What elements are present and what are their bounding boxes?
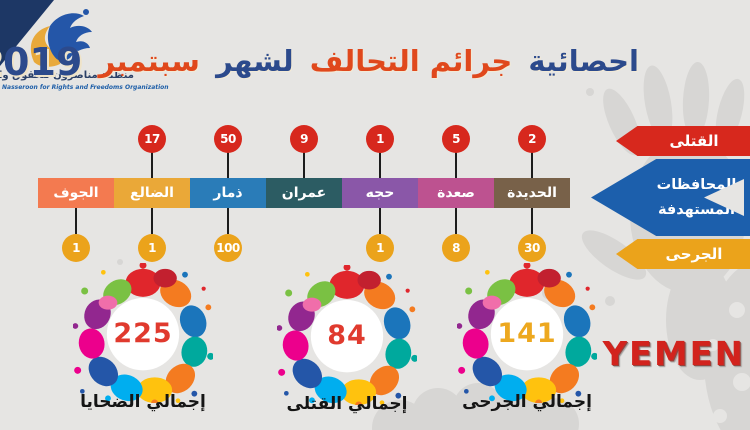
- bar-segment-amran: عمران: [266, 178, 342, 208]
- bar-segment-hajjah: حجه: [342, 178, 418, 208]
- total-wounded-splash: 141: [456, 261, 599, 407]
- bar-segment-saada: صعدة: [418, 178, 494, 208]
- stem-wounded-hajjah: [379, 208, 381, 234]
- total-killed-value: 84: [327, 319, 367, 351]
- killed-count-hajjah: 1: [366, 125, 394, 153]
- stem-wounded-dhamar: [227, 208, 229, 234]
- bar-segment-hodeidah: الحديدة: [494, 178, 570, 208]
- organization-logo-icon: [0, 0, 92, 67]
- stem-killed-hodeidah: [531, 152, 533, 178]
- killed-count-hodeidah: 2: [518, 125, 546, 153]
- title-word-statistic: احصائية: [528, 44, 639, 78]
- total-wounded-label: إجمالي الجرحى: [462, 392, 592, 412]
- bar-segment-aldhale: الضالع: [114, 178, 190, 208]
- wounded-count-hodeidah: 30: [518, 234, 546, 262]
- stem-killed-amran: [303, 152, 305, 178]
- bar-segment-dhamar: ذمار: [190, 178, 266, 208]
- total-killed-splash: 84: [276, 263, 419, 409]
- stem-wounded-saada: [455, 208, 457, 234]
- wounded-count-aldhale: 1: [138, 234, 166, 262]
- killed-count-aldhale: 17: [138, 125, 166, 153]
- yemen-watermark-text: YEMEN: [602, 334, 745, 373]
- stem-wounded-hodeidah: [531, 208, 533, 234]
- legend-killed-label: القتلى: [669, 132, 719, 150]
- legend-wounded-ribbon: الجرحى: [616, 239, 750, 269]
- total-victims-label: إجمالي الضحايا: [80, 392, 206, 412]
- wounded-count-dhamar: 100: [214, 234, 242, 262]
- title-year: 2019: [0, 40, 83, 84]
- legend-targeted-line2: المستهدفة: [657, 201, 736, 218]
- title-word-month: سبتمبر: [98, 44, 200, 78]
- legend-wounded-label: الجرحى: [665, 245, 723, 263]
- organization-logo: منظمة مناصرون للحقوق والحريات Nasseroon …: [0, 0, 169, 91]
- organization-name-arabic: منظمة مناصرون للحقوق والحريات: [0, 70, 134, 81]
- stem-killed-aldhale: [151, 152, 153, 178]
- stem-killed-saada: [455, 152, 457, 178]
- stem-wounded-aldhale: [151, 208, 153, 234]
- wounded-count-saada: 8: [442, 234, 470, 262]
- title-word-for-month: لشهر: [216, 44, 294, 78]
- total-wounded-value: 141: [497, 317, 557, 349]
- wounded-count-hajjah: 1: [366, 234, 394, 262]
- killed-count-dhamar: 50: [214, 125, 242, 153]
- stem-wounded-aljawf: [75, 208, 77, 234]
- wounded-count-aljawf: 1: [62, 234, 90, 262]
- total-victims-splash: 225: [72, 261, 215, 407]
- organization-name-english: Nasseroon for Rights and Freedoms Organi…: [2, 84, 169, 91]
- total-killed-label: إجمالي القتلى: [286, 394, 408, 414]
- stem-killed-hajjah: [379, 152, 381, 178]
- stem-killed-dhamar: [227, 152, 229, 178]
- killed-count-saada: 5: [442, 125, 470, 153]
- killed-count-amran: 9: [290, 125, 318, 153]
- legend-targeted-line1: المحافظات: [656, 176, 737, 193]
- bar-segment-aljawf: الجوف: [38, 178, 114, 208]
- page-title: احصائية جرائم التحالف لشهر سبتمبر 2019: [0, 40, 642, 84]
- governorates-bar: الجوف الضالع ذمار عمران حجه صعدة الحديدة: [38, 178, 570, 208]
- total-victims-value: 225: [113, 317, 173, 349]
- legend-killed-ribbon: القتلى: [616, 126, 750, 156]
- title-word-crimes: جرائم التحالف: [309, 44, 513, 78]
